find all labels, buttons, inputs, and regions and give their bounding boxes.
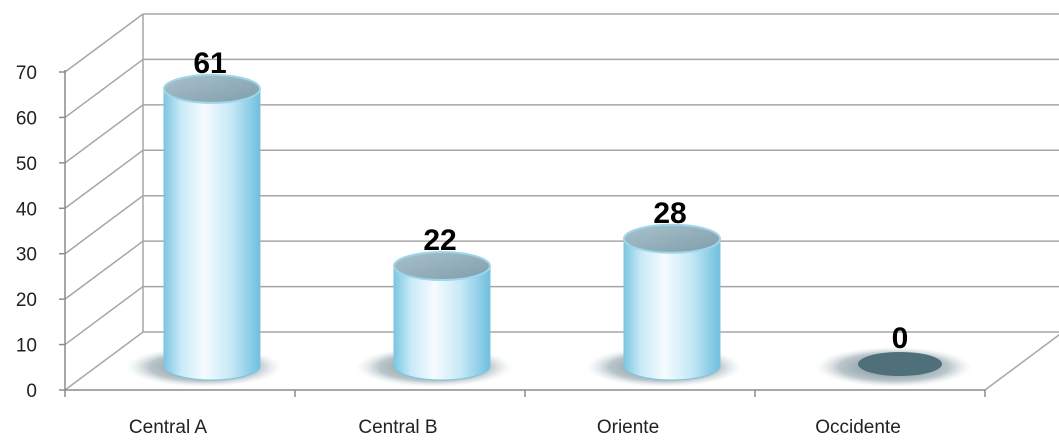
floor-edge — [984, 334, 1059, 391]
y-tick-label: 20 — [16, 290, 37, 311]
gridline-side — [64, 104, 144, 164]
y-tick-label: 60 — [16, 108, 37, 129]
gridline-side — [64, 240, 144, 300]
x-tick-label: Oriente — [597, 417, 659, 438]
y-tick-label: 70 — [16, 63, 37, 84]
gridline-side — [64, 331, 144, 391]
bar — [816, 347, 972, 387]
y-tick-label: 50 — [16, 154, 37, 175]
y-tick-label: 40 — [16, 199, 37, 220]
chart-labels: 61 Central A 22 Central B 28 Oriente 0 Occident… — [129, 47, 908, 438]
data-label: 61 — [193, 47, 226, 80]
y-tick-label: 10 — [16, 336, 37, 357]
data-label: 22 — [423, 224, 456, 257]
x-tick-label: Central B — [358, 417, 437, 438]
bar — [586, 223, 742, 387]
bar-zero-disc — [858, 352, 942, 376]
gridline-side — [64, 58, 144, 119]
y-tick-label: 0 — [26, 381, 37, 402]
chart-bars — [126, 73, 972, 387]
bar-body — [163, 88, 261, 381]
x-tick-label: Occidente — [815, 417, 901, 438]
gridline-side — [64, 285, 144, 346]
data-label: 0 — [892, 322, 909, 355]
bar — [356, 251, 512, 387]
gridline-side — [64, 195, 144, 255]
gridline-side — [64, 149, 144, 209]
bar — [126, 73, 282, 387]
bar-body — [393, 265, 491, 381]
x-tick-label: Central A — [129, 417, 207, 438]
bar-top — [163, 73, 261, 104]
bar-top — [393, 251, 491, 282]
bar-body — [623, 238, 721, 381]
chart-axes: 0 10 20 30 40 50 60 70 — [16, 63, 986, 402]
gridline-side — [64, 13, 144, 73]
y-tick-label: 30 — [16, 245, 37, 266]
bar-top — [623, 223, 721, 254]
data-label: 28 — [653, 197, 686, 230]
chart-gridlines — [64, 13, 1059, 391]
